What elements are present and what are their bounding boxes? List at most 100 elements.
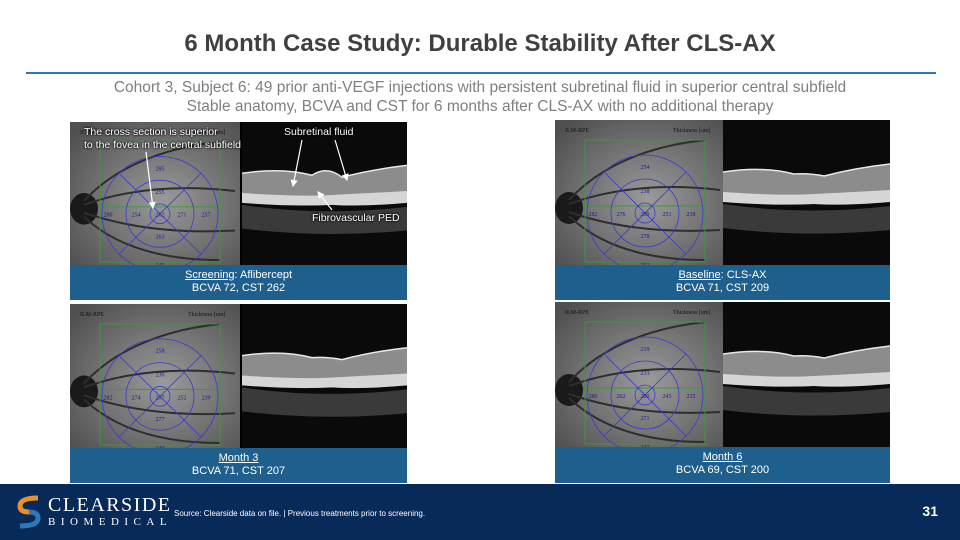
logo-mark-icon: [17, 495, 41, 529]
ilm-surface: [242, 164, 407, 179]
optic-disc: [70, 193, 98, 225]
thickness-value: 238: [641, 189, 650, 195]
clearside-logo: CLEARSIDE BIOMEDICAL: [16, 492, 170, 532]
grid-header-right: Thickness [um]: [673, 128, 711, 134]
fundus-background: [555, 302, 725, 447]
retinal-vessel: [568, 397, 706, 443]
oct-image: [242, 304, 407, 448]
retinal-vessel: [83, 215, 221, 262]
optic-disc: [555, 374, 583, 406]
cross-section-line-2: to the fovea in the central subfield: [84, 139, 242, 151]
etdrs-ring: [610, 360, 680, 430]
thickness-value: 276: [617, 212, 626, 218]
grid-header-left: ILM-RPE: [80, 130, 104, 136]
source-note: Source: Clearside data on file. | Previo…: [174, 509, 426, 518]
etdrs-ring: [634, 384, 656, 406]
visit-stats: BCVA 69, CST 200: [675, 464, 770, 476]
thickness-value: 245: [156, 263, 165, 265]
subretinal-fluid-callout: Subretinal fluid: [284, 126, 354, 138]
thickness-value: 245: [663, 394, 672, 400]
thickness-value: 219: [641, 347, 650, 353]
thickness-value: 252: [178, 395, 187, 401]
thickness-value: 254: [132, 213, 141, 219]
scan-panel-month3: ILM-RPE Thickness [um] 258 236 207 252 239 282 2…: [70, 304, 407, 448]
choroid: [723, 386, 890, 416]
thickness-value: 255: [156, 190, 165, 196]
ilm-surface: [723, 345, 890, 359]
thickness-value: 238: [687, 212, 696, 218]
thickness-value: 209: [641, 212, 650, 218]
logo-subtext: BIOMEDICAL: [48, 516, 173, 528]
thickness-value: 262: [156, 213, 165, 219]
grid-header-right: Thickness [um]: [188, 130, 225, 136]
thickness-value: 249: [156, 446, 165, 448]
thickness-value: 271: [641, 416, 650, 422]
retinal-vessel: [568, 321, 706, 383]
etdrs-spoke: [603, 353, 687, 437]
scan-area-frame: [584, 139, 706, 263]
retinal-vessel: [568, 215, 706, 261]
thickness-value: 280: [104, 213, 113, 219]
caption-month3: Month 3 BCVA 71, CST 207: [70, 448, 407, 483]
treatment-label: : CLS-AX: [720, 269, 767, 281]
thickness-value: 277: [156, 417, 165, 423]
etdrs-ring: [101, 338, 219, 448]
thickness-value: 280: [589, 394, 598, 400]
cross-section-line-1: The cross section is superior: [84, 126, 218, 138]
thickness-value: 207: [156, 395, 165, 401]
etdrs-spoke: [603, 171, 687, 255]
fundus-image: ILM-RPE Thickness [um] 219 233 200 245 235 280 2…: [555, 302, 725, 447]
fundus-background: [70, 304, 240, 448]
fibrovascular-ped-callout: Fibrovascular PED: [312, 212, 400, 224]
etdrs-ring: [149, 203, 171, 224]
rpe-layer: [242, 373, 407, 389]
caption-month6: Month 6 BCVA 69, CST 200: [555, 447, 890, 483]
subtitle-line-1: Cohort 3, Subject 6: 49 prior anti-VEGF …: [113, 79, 847, 96]
oct-image: [242, 122, 407, 265]
optic-disc: [70, 375, 98, 408]
ilm-surface: [242, 346, 407, 361]
grid-header-right: Thickness [um]: [673, 310, 711, 316]
caption-baseline: Baseline: CLS-AX BCVA 71, CST 209: [555, 265, 890, 300]
title-divider: [26, 72, 936, 74]
retinal-vessel: [568, 139, 706, 201]
thickness-value: 282: [104, 395, 113, 401]
etdrs-ring: [101, 156, 219, 265]
thickness-value: 235: [687, 394, 696, 400]
thickness-value: 200: [641, 394, 650, 400]
thickness-value: 252: [641, 263, 650, 265]
cross-section-callout: The cross section is superior to the fov…: [84, 126, 241, 152]
scan-area-frame: [99, 323, 221, 446]
grid-header-left: ILM-RPE: [80, 312, 104, 318]
visit-stats: BCVA 71, CST 207: [191, 465, 286, 477]
retinal-vessel: [83, 398, 221, 445]
thickness-value: 251: [663, 212, 672, 218]
scan-area-frame: [99, 141, 221, 263]
rpe-layer: [723, 190, 890, 205]
caption-screening: Screening: Aflibercept BCVA 72, CST 262: [70, 265, 407, 300]
thickness-value: 239: [202, 395, 211, 401]
thickness-value: 285: [156, 166, 165, 172]
thickness-value: 263: [156, 234, 165, 240]
subtitle-line-2: Stable anatomy, BCVA and CST for 6 month…: [186, 98, 774, 115]
choroid: [242, 387, 407, 417]
thickness-value: 262: [617, 394, 626, 400]
visit-label: Screening: [184, 269, 235, 281]
visit-label: Month 3: [218, 452, 259, 464]
thickness-value: 236: [156, 373, 165, 379]
retinal-vessel: [83, 140, 221, 202]
etdrs-ring: [586, 336, 704, 447]
oct-image: [723, 120, 890, 265]
thickness-value: 274: [132, 395, 141, 401]
treatment-label: : Aflibercept: [234, 269, 293, 281]
thickness-value: 282: [589, 212, 598, 218]
thickness-value: 257: [202, 213, 211, 219]
rpe-layer: [723, 372, 890, 387]
retinal-vessel: [83, 322, 221, 385]
thickness-value: 271: [178, 213, 187, 219]
visit-stats: BCVA 71, CST 209: [675, 282, 770, 294]
scan-panel-month6: ILM-RPE Thickness [um] 219 233 200 245 235 280 2…: [555, 302, 890, 447]
etdrs-spoke: [118, 173, 202, 255]
etdrs-ring: [125, 362, 195, 431]
ilm-surface: [723, 163, 890, 177]
